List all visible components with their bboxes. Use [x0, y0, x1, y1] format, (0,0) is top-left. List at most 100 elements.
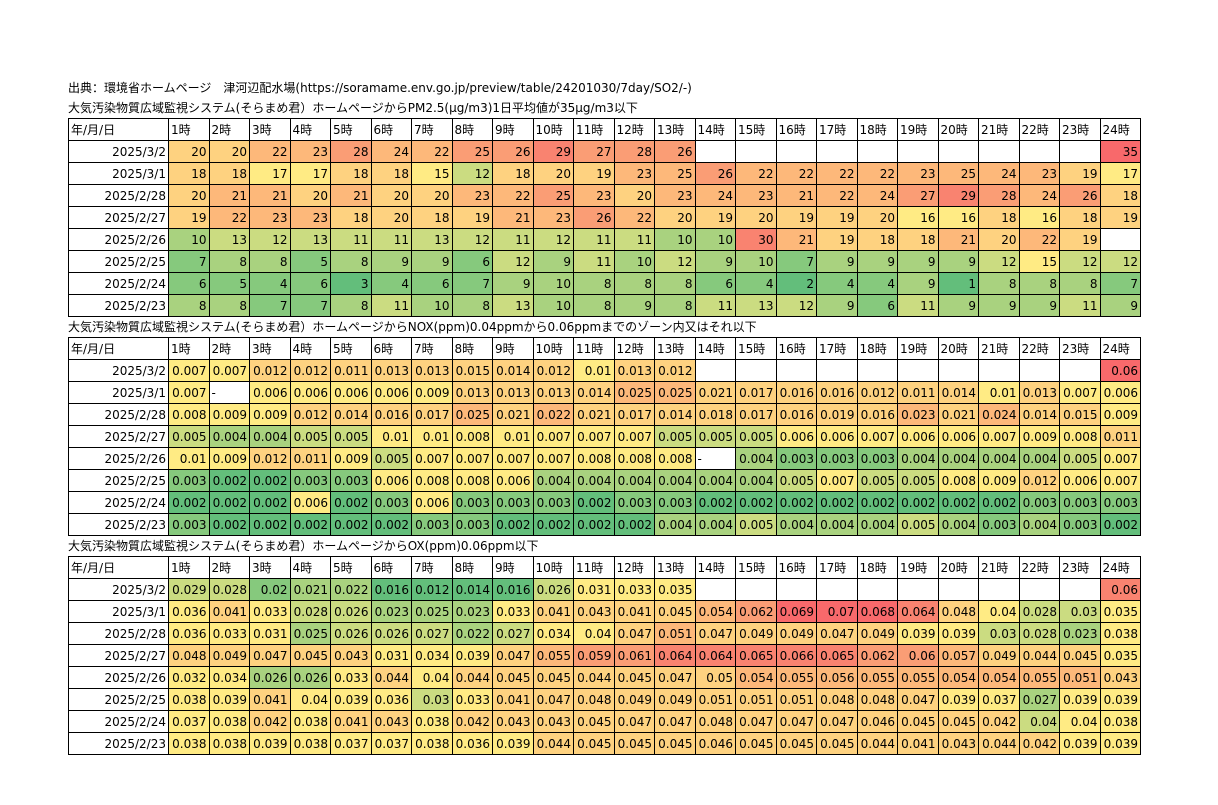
- header-hour-cell: 5時: [330, 118, 372, 141]
- table-row: 2025/2/26 0.01 0.009 0.012 0.011 0.009 0.005 0.…: [68, 447, 1141, 470]
- value-cell: 0.011: [897, 381, 939, 404]
- header-hour-cell: 22時: [1018, 118, 1060, 141]
- date-cell: 2025/2/25: [68, 469, 169, 492]
- value-cell: 0.033: [492, 600, 534, 623]
- value-cell: 0.01: [978, 381, 1020, 404]
- value-cell: 0.069: [775, 600, 817, 623]
- value-cell: 0.008: [573, 447, 615, 470]
- header-hour-cell: 11時: [573, 556, 615, 579]
- value-cell: 0.028: [208, 578, 250, 601]
- table-row: 2025/2/26 10 13 12 13 11 11 13 12 11 12 11 11 10 10 30 2…: [68, 228, 1141, 251]
- value-cell: 0.004: [249, 425, 291, 448]
- value-cell: [978, 578, 1020, 601]
- value-cell: 0.04: [1018, 710, 1060, 733]
- value-cell: 0.003: [816, 447, 858, 470]
- date-cell: 2025/2/23: [68, 294, 169, 317]
- value-cell: 0.005: [168, 425, 210, 448]
- value-cell: 0.005: [897, 513, 939, 536]
- value-cell: 0.015: [451, 359, 493, 382]
- value-cell: 10: [694, 228, 736, 251]
- value-cell: 0.046: [694, 732, 736, 755]
- value-cell: 0.005: [735, 513, 777, 536]
- value-cell: 0.003: [168, 469, 210, 492]
- header-hour-cell: 7時: [411, 556, 453, 579]
- value-cell: 0.002: [168, 491, 210, 514]
- value-cell: 0.016: [775, 381, 817, 404]
- value-cell: 9: [856, 250, 898, 273]
- value-cell: 13: [492, 294, 534, 317]
- header-hour-cell: 22時: [1018, 556, 1060, 579]
- header-hour-cell: 7時: [411, 337, 453, 360]
- value-cell: 0.056: [816, 666, 858, 689]
- header-hour-cell: 13時: [654, 118, 696, 141]
- value-cell: 0.022: [330, 578, 372, 601]
- value-cell: 0.003: [1018, 491, 1060, 514]
- value-cell: 9: [816, 294, 858, 317]
- value-cell: 0.003: [289, 469, 331, 492]
- value-cell: 0.004: [694, 469, 736, 492]
- value-cell: 0.038: [168, 688, 210, 711]
- header-hour-cell: 24時: [1099, 337, 1141, 360]
- value-cell: 0.045: [573, 710, 615, 733]
- date-cell: 2025/2/24: [68, 272, 169, 295]
- value-cell: 0.02: [249, 578, 291, 601]
- value-cell: 12: [532, 228, 574, 251]
- value-cell: 19: [816, 206, 858, 229]
- value-cell: 0.009: [249, 403, 291, 426]
- value-cell: 23: [289, 140, 331, 163]
- value-cell: 0.003: [370, 491, 412, 514]
- value-cell: 0.055: [775, 666, 817, 689]
- value-cell: 29: [937, 184, 979, 207]
- value-cell: 18: [856, 228, 898, 251]
- value-cell: 20: [168, 184, 210, 207]
- value-cell: 0.036: [168, 600, 210, 623]
- value-cell: 8: [978, 272, 1020, 295]
- value-cell: 0.045: [654, 600, 696, 623]
- value-cell: 6: [168, 272, 210, 295]
- value-cell: 0.005: [856, 469, 898, 492]
- value-cell: 9: [897, 272, 939, 295]
- value-cell: 0.047: [249, 644, 291, 667]
- value-cell: 8: [613, 272, 655, 295]
- value-cell: 0.008: [451, 425, 493, 448]
- value-cell: 0.043: [330, 644, 372, 667]
- value-cell: 0.011: [289, 447, 331, 470]
- value-cell: 0.006: [289, 381, 331, 404]
- value-cell: 17: [1099, 162, 1141, 185]
- value-cell: 23: [654, 184, 696, 207]
- value-cell: 0.047: [654, 710, 696, 733]
- value-cell: [937, 140, 979, 163]
- value-cell: 18: [370, 162, 412, 185]
- value-cell: 0.045: [532, 666, 574, 689]
- value-cell: 0.048: [168, 644, 210, 667]
- value-cell: 24: [856, 184, 898, 207]
- value-cell: [978, 359, 1020, 382]
- value-cell: 22: [613, 206, 655, 229]
- value-cell: 0.051: [775, 688, 817, 711]
- value-cell: 12: [249, 228, 291, 251]
- value-cell: 30: [735, 228, 777, 251]
- table-row: 2025/2/24 0.002 0.002 0.002 0.006 0.002 0.003 0…: [68, 491, 1141, 514]
- value-cell: 0.038: [168, 732, 210, 755]
- value-cell: 0.011: [330, 359, 372, 382]
- value-cell: 0.012: [289, 359, 331, 382]
- value-cell: 0.023: [451, 600, 493, 623]
- value-cell: 19: [451, 206, 493, 229]
- value-cell: 0.003: [654, 491, 696, 514]
- value-cell: 20: [411, 184, 453, 207]
- header-hour-cell: 20時: [937, 337, 979, 360]
- header-hour-cell: 10時: [532, 556, 574, 579]
- date-cell: 2025/3/2: [68, 359, 169, 382]
- date-cell: 2025/2/25: [68, 250, 169, 273]
- value-cell: 13: [411, 228, 453, 251]
- header-hour-cell: 15時: [735, 556, 777, 579]
- value-cell: [1059, 140, 1101, 163]
- value-cell: 0.021: [937, 403, 979, 426]
- value-cell: [1018, 578, 1060, 601]
- header-hour-cell: 20時: [937, 556, 979, 579]
- value-cell: 25: [937, 162, 979, 185]
- value-cell: 0.031: [249, 622, 291, 645]
- header-hour-cell: 9時: [492, 118, 534, 141]
- header-date-cell: 年/月/日: [68, 556, 169, 579]
- value-cell: 0.002: [208, 513, 250, 536]
